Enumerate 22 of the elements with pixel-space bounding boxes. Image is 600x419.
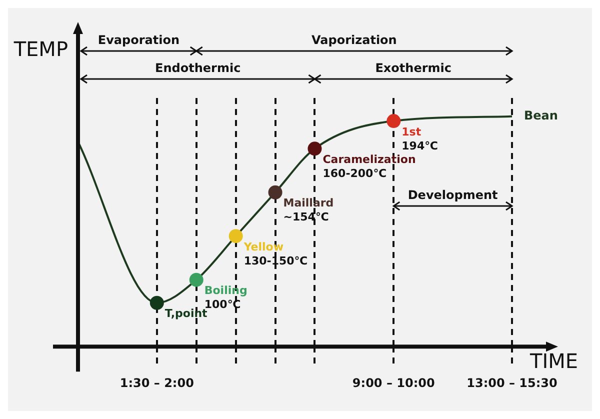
text: Evaporation: [98, 33, 180, 48]
x-axis-title: TIME: [529, 348, 578, 373]
point: [228, 229, 243, 244]
point: [386, 114, 401, 128]
annotation: Development: [408, 188, 498, 202]
annotation: Yellow 130-150℃: [242, 240, 308, 268]
x-tick-label: 9:00 – 10:00: [352, 376, 435, 390]
annotation: Maillard ~154℃: [283, 196, 334, 224]
annotation: Caramelization 160-200℃: [322, 153, 416, 180]
x-tick-label: 13:00 – 15:30: [466, 376, 558, 390]
annotation: 1st 194℃: [402, 125, 438, 152]
text: Vaporization: [312, 33, 397, 48]
point: [268, 185, 282, 200]
y-axis-title: TEMP: [12, 37, 68, 62]
annotation: T,point: [164, 307, 208, 320]
series-label: Bean: [524, 108, 558, 123]
point: [308, 142, 322, 156]
point: [189, 272, 204, 287]
text: Endothermic: [155, 61, 241, 76]
x-tick-label: 1:30 – 2:00: [120, 376, 194, 390]
point: [150, 296, 164, 310]
text: Exothermic: [375, 61, 452, 76]
